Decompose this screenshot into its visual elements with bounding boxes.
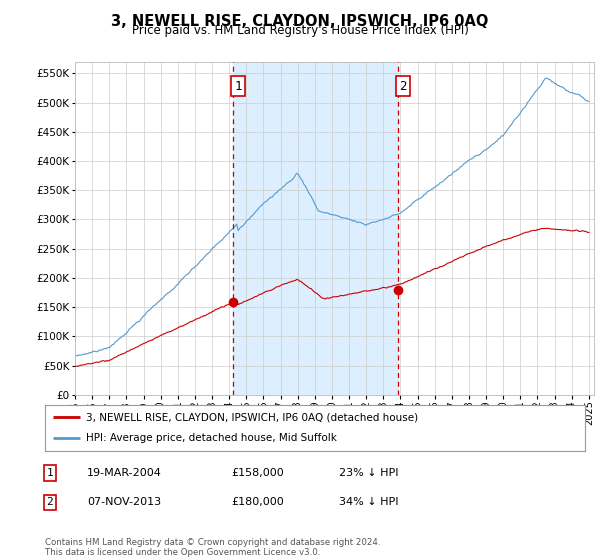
Text: HPI: Average price, detached house, Mid Suffolk: HPI: Average price, detached house, Mid … (86, 433, 337, 444)
Text: 3, NEWELL RISE, CLAYDON, IPSWICH, IP6 0AQ: 3, NEWELL RISE, CLAYDON, IPSWICH, IP6 0A… (112, 14, 488, 29)
Text: 3, NEWELL RISE, CLAYDON, IPSWICH, IP6 0AQ (detached house): 3, NEWELL RISE, CLAYDON, IPSWICH, IP6 0A… (86, 412, 418, 422)
Text: 34% ↓ HPI: 34% ↓ HPI (339, 497, 398, 507)
Text: 2: 2 (46, 497, 53, 507)
Text: 23% ↓ HPI: 23% ↓ HPI (339, 468, 398, 478)
Text: 19-MAR-2004: 19-MAR-2004 (87, 468, 162, 478)
Text: 2: 2 (399, 80, 407, 92)
Text: Price paid vs. HM Land Registry's House Price Index (HPI): Price paid vs. HM Land Registry's House … (131, 24, 469, 36)
Bar (233, 62, 398, 395)
Text: £158,000: £158,000 (231, 468, 284, 478)
Text: 07-NOV-2013: 07-NOV-2013 (87, 497, 161, 507)
Text: 1: 1 (234, 80, 242, 92)
Text: 1: 1 (46, 468, 53, 478)
Text: Contains HM Land Registry data © Crown copyright and database right 2024.
This d: Contains HM Land Registry data © Crown c… (45, 538, 380, 557)
Text: £180,000: £180,000 (231, 497, 284, 507)
